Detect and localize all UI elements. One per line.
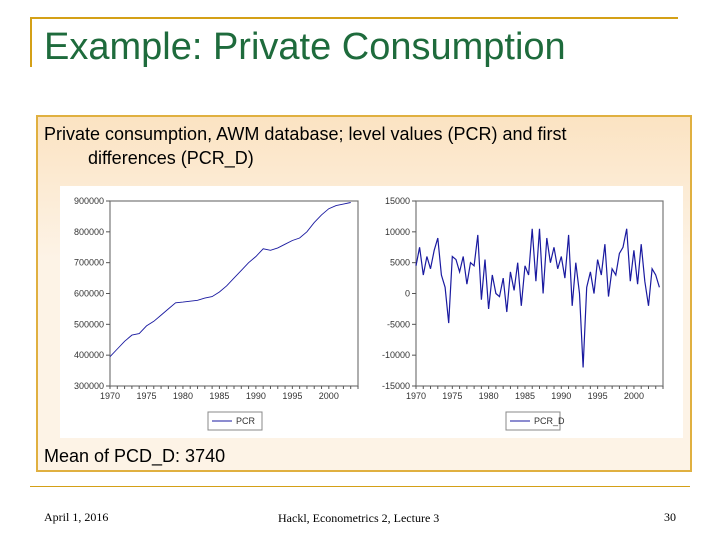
y-tick-label: 15000 [385, 196, 410, 206]
series-line-pcr [109, 202, 351, 358]
page-number: 30 [664, 510, 676, 524]
y-tick-label: -15000 [382, 381, 410, 391]
y-tick-label: 800000 [74, 227, 104, 237]
x-tick-label: 1990 [246, 391, 266, 401]
x-tick-label: 1970 [100, 391, 120, 401]
legend-box [207, 411, 263, 431]
y-tick-label: 5000 [390, 258, 410, 268]
x-tick-label: 1995 [282, 391, 302, 401]
x-tick-label: 2000 [319, 391, 339, 401]
y-tick-label: 10000 [385, 227, 410, 237]
title-rule [30, 17, 678, 19]
y-tick-label: -10000 [382, 350, 410, 360]
legend-label: PCR_D [534, 416, 565, 426]
description-line: Private consumption, AWM database; level… [44, 124, 567, 144]
y-tick-label: 400000 [74, 350, 104, 360]
y-tick-label: 0 [405, 289, 410, 299]
footer-date: April 1, 2016 [44, 510, 109, 524]
x-tick-label: 1980 [173, 391, 193, 401]
y-tick-label: 500000 [74, 319, 104, 329]
charts-svg: 900000 800000 700000 600000 500000 400000 3000… [74, 196, 664, 431]
y-tick-label: 600000 [74, 289, 104, 299]
x-tick-label: 1985 [209, 391, 229, 401]
x-tick-label: 1990 [551, 391, 571, 401]
y-tick-label: -5000 [387, 319, 410, 329]
x-tick-label: 1980 [479, 391, 499, 401]
y-tick-label: 900000 [74, 196, 104, 206]
series-line-pcr_d [415, 228, 660, 368]
y-tick-label: 300000 [74, 381, 104, 391]
plot-frame [415, 200, 664, 387]
legend-label: PCR [236, 416, 256, 426]
charts-panel: 900000 800000 700000 600000 500000 400000 3000… [60, 186, 683, 438]
x-tick-label: 1975 [442, 391, 462, 401]
x-tick-label: 1975 [136, 391, 156, 401]
slide-title: Example: Private Consumption [44, 26, 566, 68]
y-tick-label: 700000 [74, 258, 104, 268]
description: Private consumption, AWM database; level… [44, 122, 664, 170]
legend-box [505, 411, 561, 431]
footer-rule [30, 486, 690, 487]
footer-center: Hackl, Econometrics 2, Lecture 3 [278, 511, 440, 525]
x-tick-label: 2000 [624, 391, 644, 401]
title-rule-left [30, 17, 32, 67]
x-tick-label: 1985 [515, 391, 535, 401]
mean-text: Mean of PCD_D: 3740 [44, 446, 226, 466]
x-tick-label: 1970 [406, 391, 426, 401]
description-line: differences (PCR_D) [88, 148, 254, 168]
x-tick-label: 1995 [588, 391, 608, 401]
plot-frame [109, 200, 359, 387]
